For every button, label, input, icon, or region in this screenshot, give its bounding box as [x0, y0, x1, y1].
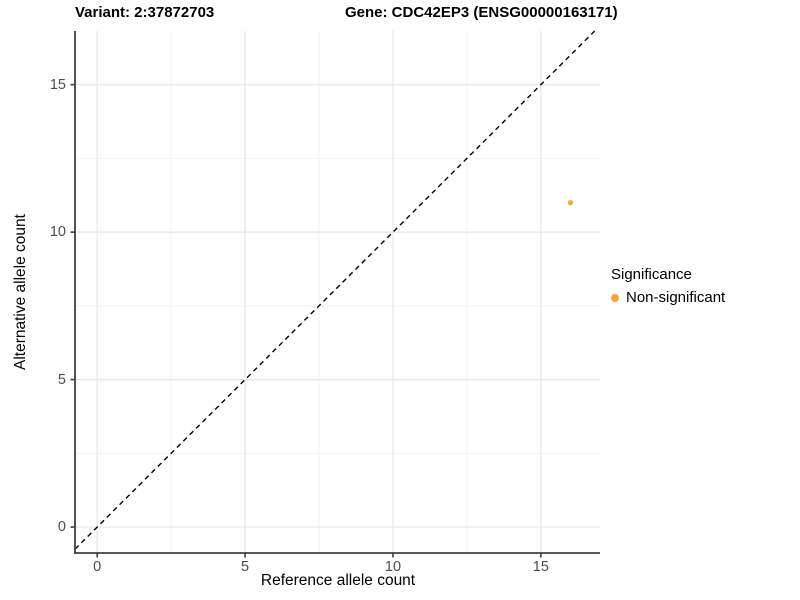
x-tick-label: 15: [532, 559, 549, 575]
x-tick-label: 5: [241, 559, 250, 575]
legend-title: Significance: [611, 266, 692, 283]
legend-point-icon: [611, 293, 619, 302]
x-tick-label: 10: [384, 559, 402, 575]
y-tick-label: 5: [57, 371, 66, 388]
data-point: [567, 200, 574, 206]
legend-item: Non-significant: [611, 289, 725, 306]
x-axis-title: Reference allele count: [260, 572, 416, 589]
y-tick-label: 15: [49, 76, 66, 93]
plot-title-variant: Variant: 2:37872703: [75, 4, 215, 21]
legend-item-label: Non-significant: [626, 289, 726, 306]
y-axis-title: Alternative allele count: [12, 214, 29, 370]
x-tick-label: 0: [93, 559, 102, 575]
plot-title-gene: Gene: CDC42EP3 (ENSG00000163171): [345, 4, 618, 21]
y-tick-label: 10: [49, 224, 66, 241]
legend: Significance Non-significant: [611, 266, 725, 306]
identity-reference-line: [74, 30, 596, 550]
y-tick-label: 0: [57, 519, 66, 536]
